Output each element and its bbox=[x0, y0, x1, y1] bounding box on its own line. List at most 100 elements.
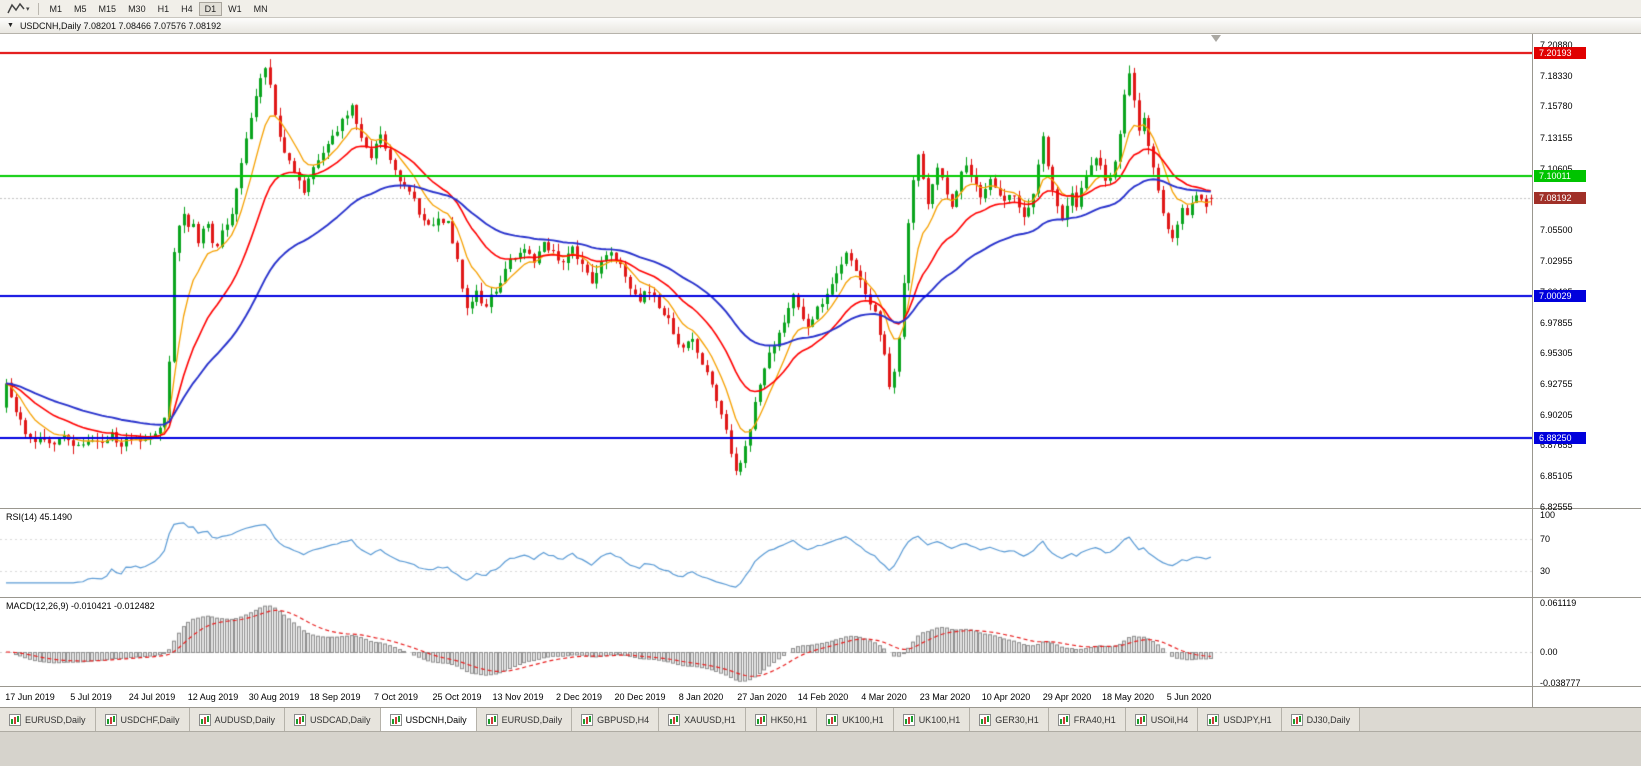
current-price-tag-7.08192: 7.08192 bbox=[1534, 191, 1586, 204]
chart-tab-icon bbox=[979, 713, 992, 726]
chart-shift-marker[interactable] bbox=[1211, 35, 1221, 42]
chart-tab-uk100-h1[interactable]: UK100,H1 bbox=[893, 708, 971, 731]
macd-indicator-label: MACD(12,26,9) -0.010421 -0.012482 bbox=[6, 601, 155, 611]
chart-tab-xauusd-h1[interactable]: XAUUSD,H1 bbox=[659, 708, 746, 731]
chart-tab-icon bbox=[198, 713, 211, 726]
date-axis-label: 24 Jul 2019 bbox=[128, 692, 176, 702]
rsi-axis-label: 100 bbox=[1540, 510, 1556, 520]
timeframe-button-m30[interactable]: M30 bbox=[128, 3, 146, 14]
date-axis-label: 10 Apr 2020 bbox=[981, 692, 1031, 702]
chart-tab-icon bbox=[1057, 713, 1070, 726]
chart-tab-label: USDCHF,Daily bbox=[120, 714, 180, 725]
date-axis-label: 4 Mar 2020 bbox=[861, 692, 907, 702]
zigzag-tool-button[interactable]: ▾ bbox=[4, 2, 33, 15]
axis-border bbox=[1532, 34, 1533, 707]
timeframe-button-m15[interactable]: M15 bbox=[98, 3, 117, 14]
chart-tab-icon bbox=[1290, 713, 1303, 726]
price-axis-tick: 6.82555 bbox=[1540, 501, 1573, 512]
chart-tab-label: XAUUSD,H1 bbox=[684, 714, 736, 725]
timeframe-button-h1[interactable]: H1 bbox=[157, 3, 170, 14]
chart-tab-icon bbox=[826, 713, 839, 726]
macd-axis-label: 0.00 bbox=[1540, 647, 1558, 657]
chart-menu-arrow-icon[interactable]: ▼ bbox=[7, 22, 14, 29]
date-axis-label: 29 Apr 2020 bbox=[1042, 692, 1092, 702]
chart-tab-fra40-h1[interactable]: FRA40,H1 bbox=[1048, 708, 1126, 731]
timeframe-button-m1[interactable]: M1 bbox=[49, 3, 63, 14]
chart-tab-dj30-daily[interactable]: DJ30,Daily bbox=[1281, 708, 1361, 731]
price-axis-tick: 6.87655 bbox=[1540, 440, 1573, 451]
chart-tab-usoil-h4[interactable]: USOil,H4 bbox=[1125, 708, 1199, 731]
price-axis-tick: 6.95305 bbox=[1540, 348, 1573, 359]
date-axis-label: 7 Oct 2019 bbox=[373, 692, 419, 702]
date-axis-label: 23 Mar 2020 bbox=[919, 692, 971, 702]
resistance-line-tag-7.20193[interactable]: 7.20193 bbox=[1534, 47, 1586, 60]
chart-window-titlebar[interactable]: ▼ USDCNH,Daily 7.08201 7.08466 7.07576 7… bbox=[0, 18, 1641, 34]
price-axis-tick: 7.18330 bbox=[1540, 70, 1573, 81]
chart-tab-usdcad-daily[interactable]: USDCAD,Daily bbox=[285, 708, 381, 731]
chart-tab-gbpusd-h4[interactable]: GBPUSD,H4 bbox=[572, 708, 660, 731]
timeframe-button-d1[interactable]: D1 bbox=[198, 1, 223, 16]
date-axis-label: 14 Feb 2020 bbox=[797, 692, 849, 702]
chart-tab-icon bbox=[1207, 713, 1220, 726]
price-axis-tick: 7.02955 bbox=[1540, 256, 1573, 267]
timeframe-button-m5[interactable]: M5 bbox=[74, 3, 87, 14]
support-line-tag-7.00029[interactable]: 7.00029 bbox=[1534, 290, 1586, 303]
price-axis-column[interactable] bbox=[1533, 34, 1641, 707]
chart-tab-icon bbox=[9, 713, 21, 726]
date-axis-label: 5 Jun 2020 bbox=[1166, 692, 1212, 702]
date-axis-label: 12 Aug 2019 bbox=[187, 692, 239, 702]
macd-axis-label: -0.038777 bbox=[1540, 678, 1581, 689]
chart-tab-audusd-daily[interactable]: AUDUSD,Daily bbox=[189, 708, 286, 731]
timeframe-button-mn[interactable]: MN bbox=[253, 3, 268, 14]
window-bottom-border bbox=[0, 707, 1641, 708]
chart-tab-ger30-h1[interactable]: GER30,H1 bbox=[970, 708, 1049, 731]
date-axis-label: 2 Dec 2019 bbox=[555, 692, 603, 702]
date-axis-label: 27 Jan 2020 bbox=[737, 692, 787, 702]
chart-tab-icon bbox=[1134, 713, 1147, 726]
chart-tab-usdcnh-daily[interactable]: USDCNH,Daily bbox=[380, 708, 477, 731]
timeframe-button-w1[interactable]: W1 bbox=[228, 3, 242, 14]
price-axis-tick: 7.20880 bbox=[1540, 39, 1573, 50]
zigzag-icon bbox=[7, 2, 25, 14]
support-line-tag-6.88250[interactable]: 6.88250 bbox=[1534, 432, 1586, 445]
price-axis-tick: 7.10605 bbox=[1540, 163, 1573, 174]
chart-tab-hk50-h1[interactable]: HK50,H1 bbox=[745, 708, 818, 731]
chart-tab-eurusd-daily[interactable]: EURUSD,Daily bbox=[476, 708, 573, 731]
date-axis-label: 25 Oct 2019 bbox=[432, 692, 482, 702]
date-axis-label: 8 Jan 2020 bbox=[678, 692, 724, 702]
pane-separator[interactable] bbox=[0, 508, 1641, 509]
price-axis-tick: 6.85105 bbox=[1540, 471, 1573, 482]
macd-axis-label: 0.061119 bbox=[1540, 598, 1577, 609]
chart-tab-label: UK100,H1 bbox=[918, 714, 961, 725]
chart-tab-uk100-h1[interactable]: UK100,H1 bbox=[817, 708, 894, 731]
timeframe-button-h4[interactable]: H4 bbox=[181, 3, 193, 14]
date-axis[interactable]: 17 Jun 2019 5 Jul 2019 24 Jul 2019 12 Aug 2… bbox=[0, 687, 1532, 707]
chart-tab-label: USDCAD,Daily bbox=[310, 714, 371, 725]
resistance-line-tag-7.10011[interactable]: 7.10011 bbox=[1534, 169, 1586, 182]
price-axis-tick: 7.05500 bbox=[1540, 225, 1573, 236]
chart-tab-icon bbox=[668, 713, 681, 726]
chart-tab-usdchf-daily[interactable]: USDCHF,Daily bbox=[95, 708, 190, 731]
chart-tab-label: USDCNH,Daily bbox=[405, 714, 467, 725]
chart-tab-icon bbox=[485, 713, 498, 726]
date-axis-label: 13 Nov 2019 bbox=[492, 692, 544, 702]
macd-indicator-canvas[interactable] bbox=[0, 598, 1532, 686]
chart-tab-eurusd-daily[interactable]: EURUSD,Daily bbox=[0, 708, 96, 731]
date-axis-label: 17 Jun 2019 bbox=[5, 692, 55, 702]
toolbar-separator bbox=[37, 2, 39, 15]
price-axis-tick: 7.15780 bbox=[1540, 101, 1573, 112]
chart-tab-icon bbox=[389, 713, 402, 726]
chart-tab-usdjpy-h1[interactable]: USDJPY,H1 bbox=[1198, 708, 1282, 731]
date-axis-label: 18 May 2020 bbox=[1101, 692, 1155, 702]
date-axis-label: 30 Aug 2019 bbox=[248, 692, 300, 702]
chart-title-ohlc: USDCNH,Daily 7.08201 7.08466 7.07576 7.0… bbox=[19, 20, 222, 31]
pane-separator[interactable] bbox=[0, 597, 1641, 598]
status-strip bbox=[0, 732, 1641, 766]
rsi-indicator-canvas[interactable] bbox=[0, 509, 1532, 597]
chart-tab-bar: EURUSD,Daily USDCHF,Daily AUDUSD,Daily U… bbox=[0, 708, 1641, 732]
price-chart-canvas[interactable] bbox=[0, 34, 1532, 508]
price-axis-tick: 6.90205 bbox=[1540, 409, 1573, 420]
chart-tab-icon bbox=[902, 713, 915, 726]
rsi-axis-label: 70 bbox=[1540, 534, 1551, 544]
